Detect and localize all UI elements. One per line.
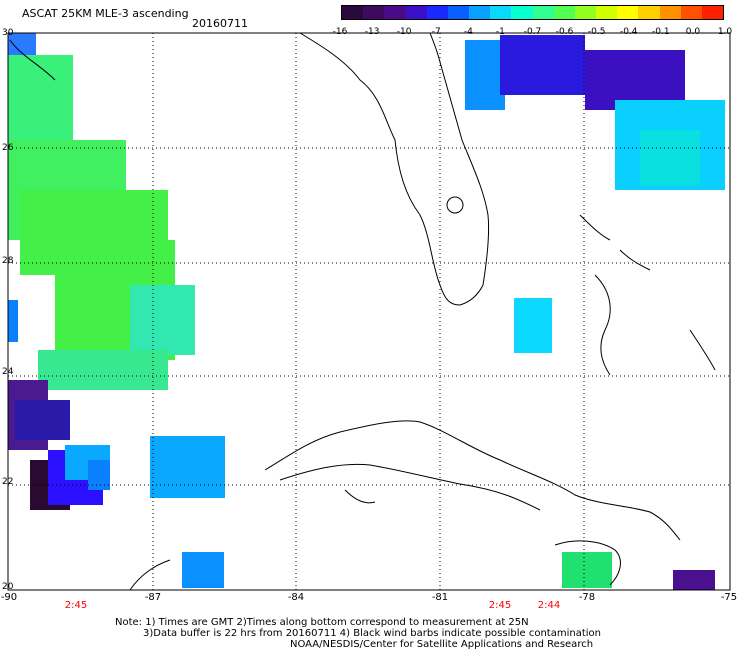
time-label: 2:45 <box>64 600 88 611</box>
lat-label: 24 <box>2 367 14 377</box>
colorbar-swatch <box>342 6 364 19</box>
map-date: 20160711 <box>192 17 248 30</box>
time-label: 2:44 <box>537 600 561 611</box>
grid-lines <box>8 33 730 590</box>
colorbar-label: -0.7 <box>523 27 542 37</box>
data-swaths <box>8 33 725 590</box>
colorbar-swatch <box>405 6 427 19</box>
note-line-3: NOAA/NESDIS/Center for Satellite Applica… <box>290 639 594 650</box>
colorbar-swatch <box>490 6 512 19</box>
colorbar-swatch <box>384 6 406 19</box>
colorbar-swatch <box>511 6 533 19</box>
time-label: 2:45 <box>488 600 512 611</box>
colorbar-label: -13 <box>364 27 380 37</box>
colorbar-swatch <box>553 6 575 19</box>
note-line-2: 3)Data buffer is 22 hrs from 20160711 4)… <box>143 628 601 639</box>
colorbar-label: -0.1 <box>652 27 670 37</box>
colorbar-swatch <box>574 6 597 19</box>
lon-label: -87 <box>144 592 162 603</box>
lat-label: 20 <box>2 582 14 592</box>
lon-label: -84 <box>287 592 305 603</box>
colorbar-swatch <box>426 6 448 19</box>
map-title: ASCAT 25KM MLE-3 ascending <box>22 7 189 20</box>
colorbar-label: 1.0 <box>717 27 733 37</box>
colorbar-swatch <box>659 6 681 19</box>
lat-label: 26 <box>2 143 14 153</box>
colorbar <box>341 5 724 20</box>
colorbar-swatch <box>701 6 724 19</box>
colorbar-swatch <box>617 6 639 19</box>
colorbar-label: -0.4 <box>619 27 638 37</box>
colorbar-label: -4 <box>463 27 473 37</box>
colorbar-label: -1 <box>495 27 505 37</box>
colorbar-label: -0.5 <box>587 27 606 37</box>
colorbar-labels: -16 -13 -10 -7 -4 -1 -0.7 -0.6 -0.5 -0.4 -0.1 0.0 1.… <box>330 27 740 39</box>
note-line-1: Note: 1) Times are GMT 2)Times along bot… <box>115 617 529 628</box>
lon-label: -75 <box>720 592 738 603</box>
colorbar-swatch <box>596 6 618 19</box>
colorbar-label: -0.6 <box>555 27 574 37</box>
colorbar-label: -16 <box>332 27 348 37</box>
coastlines <box>9 32 716 591</box>
lon-label: -78 <box>578 592 596 603</box>
colorbar-swatch <box>638 6 660 19</box>
lat-label: 30 <box>2 28 14 38</box>
colorbar-label: 0.0 <box>685 27 701 37</box>
colorbar-swatch <box>532 6 554 19</box>
map-frame <box>7 32 731 591</box>
colorbar-swatch <box>363 6 385 19</box>
colorbar-swatch <box>469 6 491 19</box>
lon-label: -90 <box>0 592 18 603</box>
lat-label: 22 <box>2 477 14 487</box>
lon-label: -81 <box>431 592 449 603</box>
colorbar-swatch <box>680 6 702 19</box>
colorbar-swatch <box>447 6 470 19</box>
colorbar-label: -7 <box>431 27 441 37</box>
lat-label: 28 <box>2 256 14 266</box>
colorbar-label: -10 <box>396 27 412 37</box>
